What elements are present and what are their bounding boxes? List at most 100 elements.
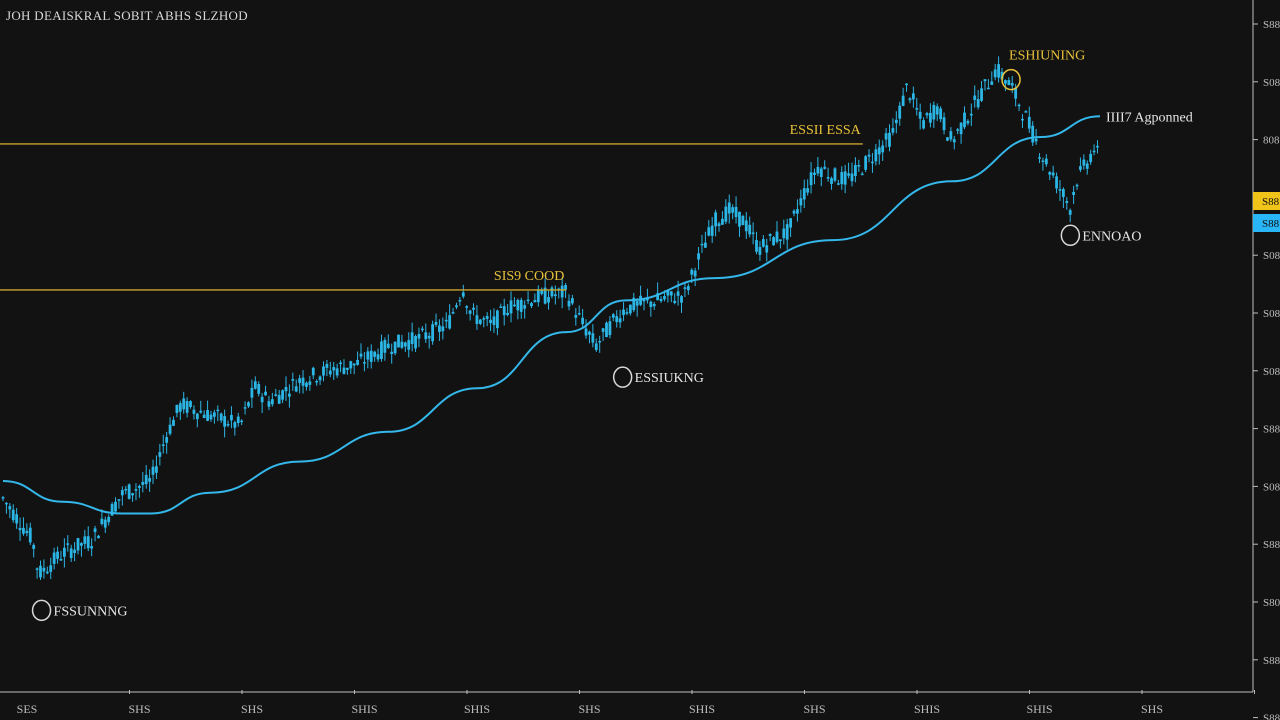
- candle-body: [816, 166, 820, 174]
- candle-body: [386, 343, 390, 348]
- candle-body: [714, 212, 718, 227]
- candle-body: [80, 543, 83, 546]
- candle-body: [202, 414, 206, 418]
- candle-body: [642, 299, 646, 302]
- moving-average-line: [2, 115, 1101, 515]
- candle-body: [1010, 82, 1014, 86]
- candle-body: [206, 410, 209, 421]
- candle-body: [1021, 118, 1024, 121]
- annotation-label: ESHIUNING: [1009, 49, 1085, 64]
- candle-body: [495, 310, 499, 329]
- candle-body: [380, 341, 383, 359]
- candle-body: [195, 413, 199, 420]
- candle-body: [669, 291, 673, 296]
- y-tick-label: S88: [1263, 19, 1280, 31]
- candle-body: [489, 319, 492, 324]
- candle-body: [1038, 157, 1041, 159]
- candle-body: [686, 286, 690, 291]
- candle-body: [1082, 159, 1086, 166]
- candle-body: [622, 309, 625, 316]
- candle-body: [993, 69, 997, 78]
- candle-body: [100, 518, 104, 525]
- candle-body: [131, 493, 134, 496]
- candle-body: [608, 321, 612, 336]
- candle-body: [127, 484, 131, 499]
- candle-body: [69, 548, 73, 559]
- candle-body: [120, 490, 124, 496]
- candle-body: [625, 312, 629, 314]
- axes-layer: [0, 0, 1254, 693]
- candle-body: [1058, 189, 1062, 191]
- x-tick-label: SHS: [128, 702, 150, 716]
- candle-body: [141, 481, 145, 485]
- candle-body: [946, 137, 949, 141]
- candle-body: [724, 206, 728, 222]
- candle-body: [939, 108, 943, 120]
- candle-body: [761, 239, 765, 247]
- candle-body: [536, 289, 540, 303]
- x-tick-label: SHIS: [464, 702, 490, 716]
- candle-body: [956, 129, 960, 131]
- candle-body: [894, 119, 898, 124]
- candle-body: [693, 270, 697, 277]
- candle-body: [369, 350, 373, 362]
- candle-body: [547, 297, 550, 303]
- candle-body: [877, 147, 881, 155]
- candle-body: [935, 106, 939, 115]
- price-tags-layer: S88 S88: [1253, 192, 1280, 232]
- candle-body: [778, 239, 782, 241]
- candle-body: [114, 501, 117, 512]
- candle-body: [349, 361, 353, 369]
- annotation-marker: [1060, 224, 1081, 247]
- candles-layer: [1, 56, 1099, 580]
- candle-body: [997, 64, 1001, 78]
- candle-body: [734, 206, 738, 218]
- candle-body: [1092, 150, 1096, 153]
- candle-body: [294, 386, 298, 392]
- candle-body: [929, 112, 932, 123]
- candle-body: [703, 242, 707, 248]
- candle-body: [441, 326, 445, 332]
- candle-body: [594, 343, 598, 351]
- candle-body: [22, 527, 25, 534]
- candle-body: [1014, 87, 1018, 99]
- candle-body: [332, 367, 336, 371]
- y-tick-label: S08: [1263, 308, 1280, 320]
- candle-body: [424, 332, 428, 340]
- candle-body: [403, 342, 407, 347]
- candle-body: [393, 341, 397, 354]
- candle-body: [250, 387, 254, 398]
- candle-body: [840, 172, 844, 185]
- candle-body: [322, 366, 325, 376]
- price-tag-label: S88: [1262, 196, 1280, 208]
- candle-body: [1044, 158, 1048, 165]
- candle-body: [455, 305, 458, 308]
- candle-body: [799, 198, 803, 206]
- candle-body: [901, 95, 905, 106]
- candle-body: [451, 312, 455, 314]
- annotation-label: FSSUNNNG: [54, 604, 128, 619]
- y-tick-label: S08: [1263, 250, 1280, 262]
- candle-body: [976, 99, 980, 108]
- candle-body: [963, 112, 966, 128]
- candle-body: [151, 466, 155, 475]
- x-tick-label: SES: [17, 702, 38, 716]
- candle-body: [359, 353, 363, 357]
- candle-body: [172, 419, 175, 426]
- candle-body: [110, 503, 114, 516]
- candle-body: [328, 370, 332, 375]
- candle-body: [257, 383, 261, 394]
- candle-body: [727, 202, 731, 214]
- candle-body: [42, 567, 46, 572]
- candle-body: [850, 173, 854, 182]
- candle-body: [137, 485, 141, 488]
- y-tick-label: 808: [1263, 135, 1280, 147]
- candle-body: [485, 316, 489, 319]
- candle-body: [918, 111, 922, 119]
- candle-body: [492, 316, 496, 326]
- y-tick-label: S08: [1263, 366, 1280, 378]
- candle-body: [915, 108, 919, 110]
- x-tick-label: SHIS: [351, 702, 377, 716]
- candle-body: [383, 340, 387, 353]
- candle-body: [325, 363, 329, 368]
